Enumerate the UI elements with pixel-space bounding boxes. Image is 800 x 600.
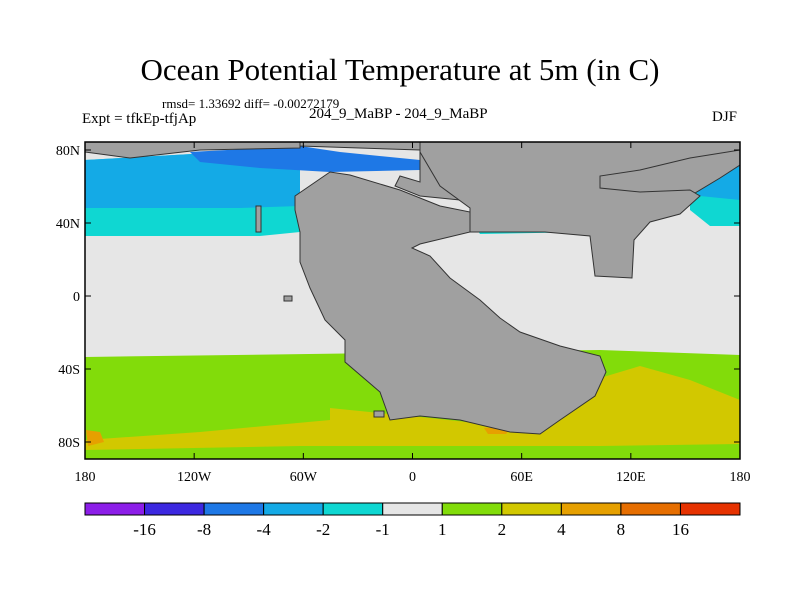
y-tick-label: 0 xyxy=(73,290,80,305)
colorbar-label: -16 xyxy=(133,520,156,539)
y-tick-label: 40N xyxy=(56,217,80,232)
x-axis-ticks: 180 120W 60W 0 60E 120E 180 xyxy=(75,142,751,485)
y-tick-label: 80S xyxy=(58,436,80,451)
x-tick-label: 180 xyxy=(75,470,96,485)
experiment-label: Expt = tfkEp-tfjAp xyxy=(82,111,197,127)
south-warmer-region xyxy=(85,366,740,450)
y-axis-ticks: 80N 40N 0 40S 80S xyxy=(56,144,740,451)
colorbar-label: 2 xyxy=(498,520,507,539)
north-coldest-region xyxy=(190,146,420,172)
season-label: DJF xyxy=(712,109,738,125)
colorbar-label: -1 xyxy=(376,520,390,539)
x-tick-label: 60E xyxy=(510,470,533,485)
map-title: Ocean Potential Temperature at 5m (in C) xyxy=(140,52,660,87)
colorbar-label: -2 xyxy=(316,520,330,539)
x-tick-label: 120E xyxy=(616,470,646,485)
colorbar-swatch xyxy=(501,502,562,516)
x-tick-label: 0 xyxy=(409,470,416,485)
x-tick-label: 180 xyxy=(730,470,751,485)
x-tick-label: 120W xyxy=(177,470,212,485)
land-island-2 xyxy=(255,205,262,233)
colorbar-swatch xyxy=(560,502,622,516)
colorbar-label: -8 xyxy=(197,520,211,539)
colorbar-swatch xyxy=(263,502,324,516)
colorbar-swatch xyxy=(620,502,681,516)
land-island-3 xyxy=(373,410,385,418)
land-mass-northwest xyxy=(85,142,301,159)
land-island xyxy=(283,295,293,302)
colorbar: -16 -8 -4 -2 -1 1 2 4 8 16 xyxy=(84,502,741,539)
colorbar-label: 4 xyxy=(557,520,566,539)
y-tick-label: 40S xyxy=(58,363,80,378)
colorbar-label: 1 xyxy=(438,520,447,539)
colorbar-label: -4 xyxy=(257,520,272,539)
colorbar-swatch xyxy=(679,502,741,516)
map-field xyxy=(85,142,740,459)
y-tick-label: 80N xyxy=(56,144,80,159)
colorbar-swatch xyxy=(144,502,205,516)
stats-text: rmsd= 1.33692 diff= -0.00272179 xyxy=(162,96,340,111)
colorbar-label: 16 xyxy=(672,520,689,539)
colorbar-swatch xyxy=(203,502,265,516)
colorbar-swatch xyxy=(84,502,146,516)
colorbar-swatch xyxy=(441,502,503,516)
x-tick-label: 60W xyxy=(290,470,318,485)
colorbar-swatch xyxy=(382,502,443,516)
land-mass-east xyxy=(419,142,740,279)
case-label: 204_9_MaBP - 204_9_MaBP xyxy=(309,106,488,122)
colorbar-label: 8 xyxy=(617,520,626,539)
colorbar-swatch xyxy=(322,502,384,516)
